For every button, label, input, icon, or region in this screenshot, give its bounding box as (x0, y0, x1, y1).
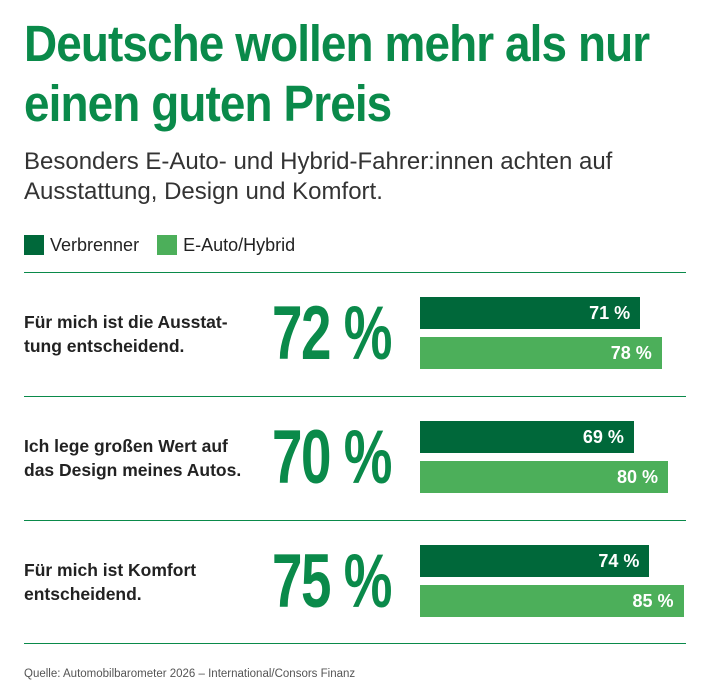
row-divider (24, 272, 686, 273)
row-label: Für mich ist Komfort entscheidend. (24, 560, 197, 604)
bar-value-label: 69 % (582, 426, 624, 447)
bar-verbrenner: 71 % (420, 297, 641, 329)
chart-title: Deutsche wollen mehr als nur einen guten… (24, 15, 650, 132)
legend-label-eauto: E-Auto/Hybrid (183, 234, 296, 255)
chart-subtitle: Besonders E-Auto- und Hybrid-Fahrer:inne… (24, 148, 613, 205)
bar-verbrenner: 74 % (420, 545, 650, 577)
bar-eauto: 85 % (420, 585, 684, 617)
legend-swatch-eauto (157, 235, 178, 255)
legend-label-verbrenner: Verbrenner (50, 234, 140, 255)
row-label: Für mich ist die Ausstat-tung entscheide… (24, 312, 228, 356)
total-percentage: 72 % (272, 291, 392, 376)
row-divider (24, 396, 686, 397)
legend-item-verbrenner: Verbrenner (24, 235, 139, 256)
row-divider (24, 643, 686, 644)
bar-value-label: 74 % (598, 550, 640, 571)
row-label: Ich lege großen Wert auf das Design mein… (24, 436, 242, 480)
bar-eauto: 78 % (420, 337, 662, 369)
source-note: Quelle: Automobilbarometer 2026 – Intern… (24, 668, 356, 680)
total-percentage: 70 % (272, 415, 392, 500)
row-divider (24, 520, 686, 521)
bar-value-label: 71 % (589, 302, 631, 323)
bar-value-label: 80 % (616, 466, 658, 487)
total-percentage: 75 % (272, 539, 392, 624)
legend-item-eauto: E-Auto/Hybrid (157, 235, 295, 256)
legend: Verbrenner E-Auto/Hybrid (24, 233, 313, 257)
legend-swatch-verbrenner (24, 235, 44, 255)
bar-eauto: 80 % (420, 461, 668, 493)
bar-value-label: 78 % (610, 342, 652, 363)
bar-verbrenner: 69 % (420, 421, 634, 453)
bar-value-label: 85 % (632, 590, 674, 611)
